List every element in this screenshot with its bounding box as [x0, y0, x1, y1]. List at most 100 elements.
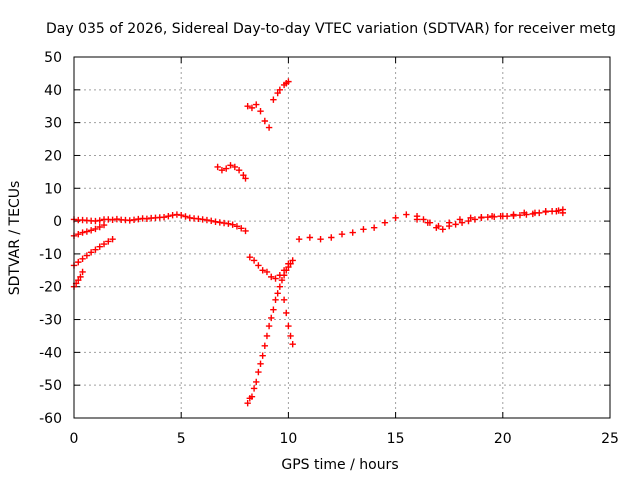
data-point — [248, 104, 256, 112]
y-tick-label: -50 — [39, 378, 62, 394]
y-tick-label: -20 — [39, 280, 62, 296]
data-point — [555, 207, 562, 214]
data-point — [439, 226, 446, 233]
chart-title: Day 035 of 2026, Sidereal Day-to-day VTE… — [46, 21, 616, 37]
data-point — [261, 342, 269, 349]
data-point — [328, 234, 335, 241]
data-point — [446, 222, 453, 230]
series-steep-arc — [244, 260, 294, 407]
data-point — [257, 360, 264, 368]
data-point — [285, 78, 292, 85]
data-point — [96, 217, 103, 224]
series-high-arc-b — [244, 101, 273, 131]
data-point — [87, 249, 95, 256]
data-point — [105, 238, 112, 245]
y-tick-label: 40 — [44, 83, 62, 99]
data-point — [403, 211, 410, 218]
data-point — [274, 89, 281, 97]
x-tick-label: 5 — [177, 431, 186, 447]
data-point — [100, 240, 108, 248]
x-tick-label: 20 — [494, 431, 512, 447]
data-point — [182, 213, 189, 220]
data-point — [338, 231, 346, 238]
data-point — [96, 223, 103, 231]
data-point — [87, 227, 95, 234]
series-dip-arc — [70, 221, 108, 240]
data-point — [265, 124, 273, 131]
data-point — [276, 283, 284, 290]
data-point — [280, 267, 288, 274]
x-tick-label: 25 — [601, 431, 619, 447]
data-point — [109, 235, 116, 243]
data-point — [503, 212, 511, 220]
data-point — [471, 216, 479, 223]
y-tick-label: -30 — [39, 313, 62, 329]
data-point — [96, 243, 103, 250]
data-point — [223, 165, 230, 172]
data-point — [548, 208, 556, 215]
data-point — [214, 163, 221, 171]
data-point — [160, 213, 168, 221]
y-tick-label: 10 — [44, 181, 62, 197]
data-point — [229, 221, 236, 228]
data-point — [491, 213, 498, 221]
y-tick-label: 50 — [44, 50, 62, 66]
data-point — [274, 290, 281, 297]
series-rise-arc — [70, 235, 116, 269]
data-point — [536, 209, 543, 217]
data-point — [268, 273, 275, 281]
data-point — [208, 217, 215, 224]
data-point — [100, 221, 108, 229]
data-point — [283, 309, 290, 317]
data-point — [255, 262, 262, 269]
data-point — [478, 214, 485, 222]
data-point — [484, 213, 491, 221]
data-point — [75, 231, 82, 238]
data-point — [253, 378, 260, 386]
data-point — [285, 260, 292, 267]
data-point — [542, 208, 549, 216]
data-point — [83, 228, 91, 235]
data-point — [79, 255, 86, 263]
y-axis-label: SDTVAR / TECUs — [7, 181, 23, 296]
data-point — [426, 219, 434, 226]
data-point — [92, 246, 99, 253]
data-point — [83, 252, 91, 259]
data-point — [272, 296, 279, 304]
x-tick-label: 15 — [387, 431, 405, 447]
data-point — [272, 275, 279, 282]
y-tick-label: -40 — [39, 345, 62, 361]
data-point — [261, 117, 269, 125]
data-point — [75, 258, 82, 266]
data-point — [244, 400, 251, 407]
data-point — [381, 219, 389, 226]
data-point — [360, 226, 367, 233]
data-point — [413, 212, 421, 220]
data-point — [270, 306, 277, 313]
data-point — [77, 273, 84, 281]
data-point — [240, 171, 247, 179]
data-point — [285, 322, 292, 330]
series-high-arc-c — [270, 78, 292, 103]
data-point — [465, 217, 472, 225]
data-point — [289, 340, 296, 348]
data-point — [242, 227, 249, 235]
data-series — [70, 78, 567, 407]
data-point — [497, 212, 504, 220]
data-point — [523, 211, 530, 218]
data-point — [218, 167, 226, 174]
data-point — [253, 101, 260, 108]
grid-lines — [74, 57, 610, 418]
data-point — [433, 224, 440, 231]
data-point — [165, 212, 172, 220]
data-point — [242, 175, 249, 182]
data-point — [510, 212, 517, 220]
data-point — [295, 235, 303, 243]
data-point — [276, 272, 284, 279]
x-tick-label: 10 — [279, 431, 297, 447]
data-point — [452, 221, 459, 228]
data-point — [248, 393, 256, 400]
data-point — [75, 276, 82, 284]
data-point — [458, 219, 466, 226]
